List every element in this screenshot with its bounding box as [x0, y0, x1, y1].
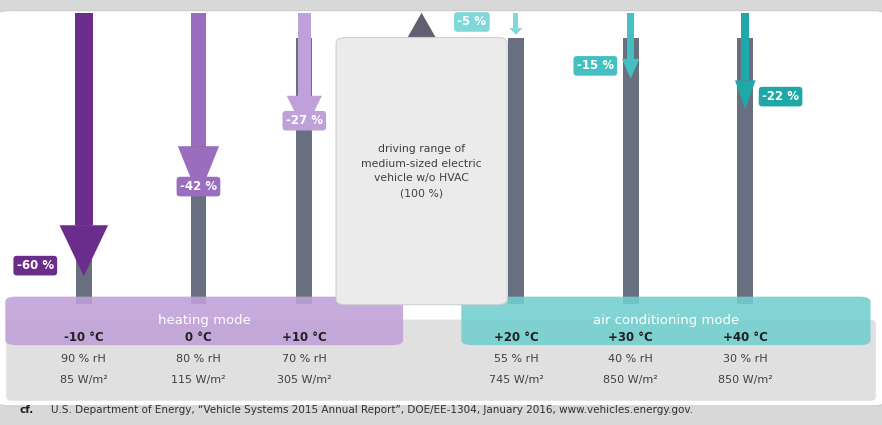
Text: 40 % rH: 40 % rH [609, 354, 653, 364]
Bar [75, 13, 93, 225]
Text: +10 °C: +10 °C [282, 332, 326, 344]
Polygon shape [287, 96, 322, 131]
Bar [296, 38, 312, 304]
Bar [742, 13, 749, 80]
Bar [414, 38, 430, 304]
Text: -5 %: -5 % [458, 15, 486, 28]
Text: -42 %: -42 % [180, 180, 217, 193]
Text: 55 % rH: 55 % rH [494, 354, 538, 364]
Text: -10 °C: -10 °C [64, 332, 104, 344]
Bar [513, 13, 519, 28]
Polygon shape [60, 225, 108, 276]
Text: 0 °C: 0 °C [185, 332, 212, 344]
Bar [191, 38, 206, 304]
Text: +20 °C: +20 °C [494, 332, 538, 344]
Bar [297, 13, 311, 96]
Text: 70 % rH: 70 % rH [282, 354, 326, 364]
Text: -22 %: -22 % [762, 90, 799, 103]
Bar [508, 38, 524, 304]
Text: air conditioning mode: air conditioning mode [593, 314, 739, 327]
Text: +40 °C: +40 °C [723, 332, 767, 344]
Text: heating mode: heating mode [158, 314, 250, 327]
Polygon shape [397, 13, 445, 55]
Text: -27 %: -27 % [286, 114, 323, 127]
Text: cf.: cf. [19, 405, 34, 415]
Bar [413, 55, 430, 304]
FancyBboxPatch shape [336, 37, 507, 305]
Text: 85 W/m²: 85 W/m² [60, 375, 108, 385]
Polygon shape [178, 146, 219, 197]
Bar [76, 38, 92, 304]
Polygon shape [735, 80, 756, 109]
Bar [191, 13, 206, 146]
Text: U.S. Department of Energy, “Vehicle Systems 2015 Annual Report”, DOE/EE-1304, Ja: U.S. Department of Energy, “Vehicle Syst… [51, 405, 693, 415]
Text: 90 % rH: 90 % rH [62, 354, 106, 364]
FancyBboxPatch shape [6, 320, 876, 401]
Text: 305 W/m²: 305 W/m² [277, 375, 332, 385]
Polygon shape [509, 28, 523, 35]
Text: 850 W/m²: 850 W/m² [718, 375, 773, 385]
FancyBboxPatch shape [0, 11, 882, 406]
Polygon shape [622, 59, 639, 79]
Text: +30 °C: +30 °C [609, 332, 653, 344]
Text: 850 W/m²: 850 W/m² [603, 375, 658, 385]
Text: -15 %: -15 % [577, 60, 614, 72]
FancyBboxPatch shape [5, 297, 403, 345]
Text: 745 W/m²: 745 W/m² [489, 375, 543, 385]
Bar [627, 13, 634, 59]
FancyBboxPatch shape [461, 297, 871, 345]
Bar [623, 38, 639, 304]
Text: -60 %: -60 % [17, 259, 54, 272]
Text: driving range of
medium-sized electric
vehicle w/o HVAC
(100 %): driving range of medium-sized electric v… [362, 144, 482, 198]
Text: 30 % rH: 30 % rH [723, 354, 767, 364]
Bar [737, 38, 753, 304]
Text: 80 % rH: 80 % rH [176, 354, 220, 364]
Text: 115 W/m²: 115 W/m² [171, 375, 226, 385]
